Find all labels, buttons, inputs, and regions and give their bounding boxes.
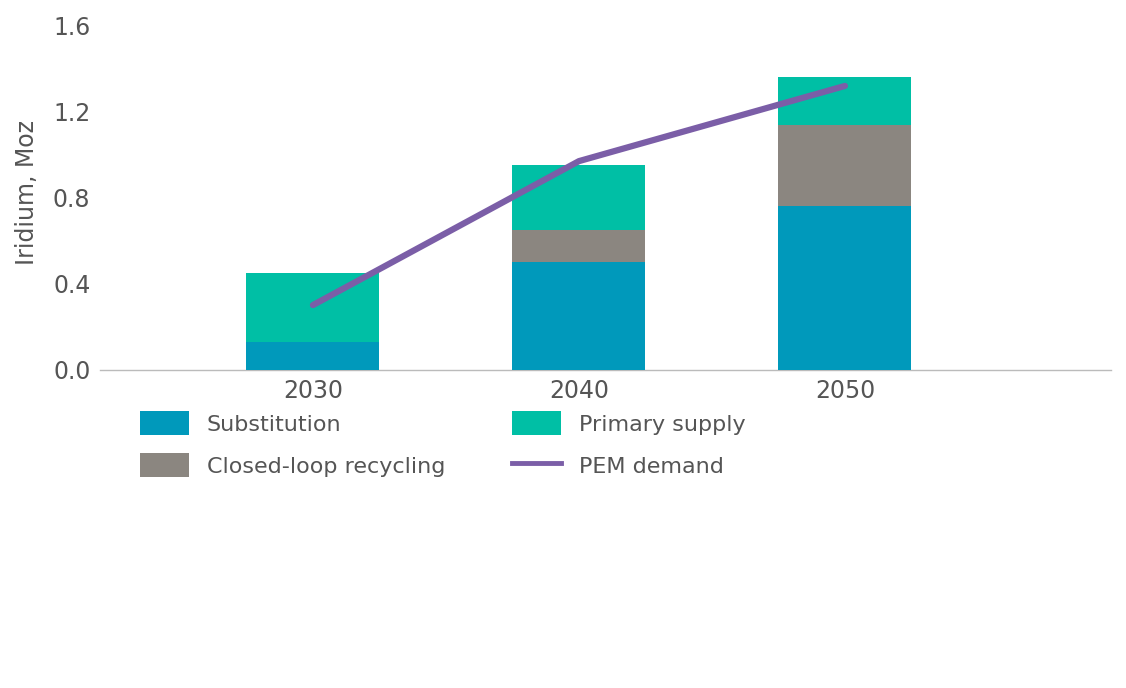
Bar bbox=[512, 262, 645, 369]
Bar bbox=[512, 230, 645, 262]
Bar bbox=[512, 165, 645, 230]
Y-axis label: Iridium, Moz: Iridium, Moz bbox=[15, 120, 39, 265]
Bar bbox=[778, 125, 911, 206]
Legend: Substitution, Closed-loop recycling, Primary supply, PEM demand: Substitution, Closed-loop recycling, Pri… bbox=[132, 402, 754, 486]
Bar bbox=[247, 273, 379, 342]
Bar bbox=[778, 77, 911, 125]
Bar bbox=[778, 206, 911, 369]
Bar bbox=[247, 342, 379, 369]
